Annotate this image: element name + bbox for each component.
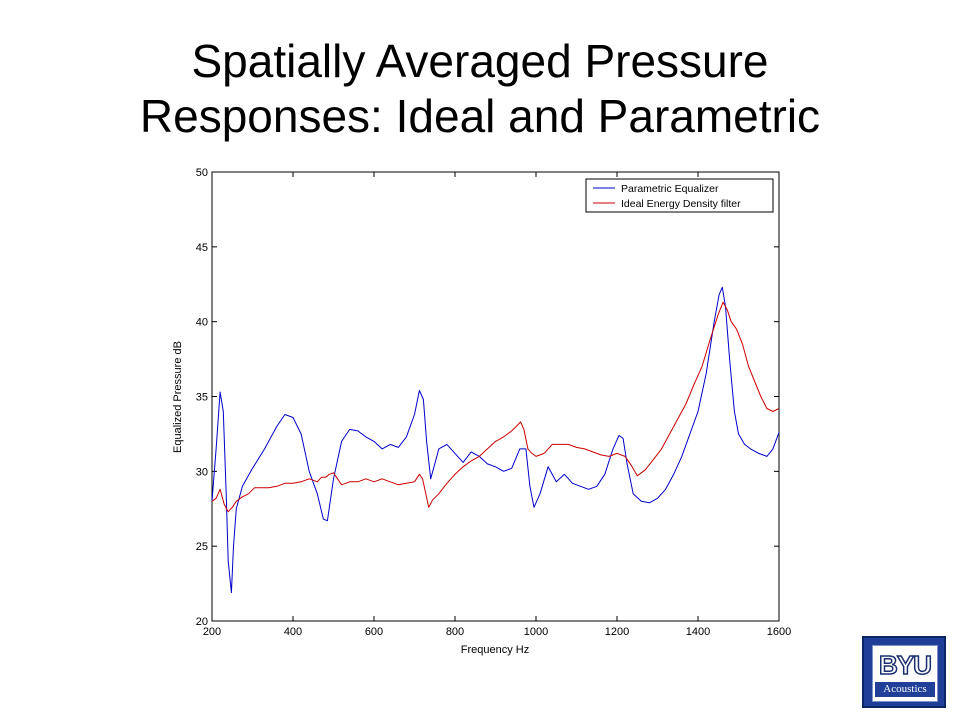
legend-label-parametric: Parametric Equalizer: [621, 183, 719, 195]
legend: Parametric Equalizer Ideal Energy Densit…: [585, 178, 774, 213]
series-line-parametric: [211, 286, 780, 594]
y-tick-label: 25: [196, 541, 208, 553]
x-tick-label: 400: [284, 626, 302, 638]
x-tick-label: 200: [203, 626, 221, 638]
logo-panel: BYU Acoustics: [872, 645, 938, 702]
x-tick-label: 1200: [605, 626, 629, 638]
logo-subtitle: Acoustics: [875, 682, 935, 697]
plot-area: [211, 171, 780, 622]
axis-ticks: 200 400 600 800 1000 1200 1400 1600 20 25 30 35 40 45…: [196, 167, 791, 638]
y-tick-label: 20: [196, 616, 208, 628]
slide-title: Spatially Averaged Pressure Responses: I…: [0, 34, 960, 144]
series-lines: [211, 286, 780, 594]
y-tick-label: 40: [196, 317, 208, 329]
y-tick-label: 45: [196, 242, 208, 254]
x-tick-label: 1400: [686, 626, 710, 638]
byu-acoustics-logo: BYU Acoustics: [862, 636, 946, 708]
legend-box: [585, 178, 774, 213]
y-axis-label: Equalized Pressure dB: [172, 341, 184, 453]
slide-title-line-2: Responses: Ideal and Parametric: [139, 90, 821, 142]
x-tick-label: 600: [365, 626, 383, 638]
legend-label-ideal: Ideal Energy Density filter: [621, 198, 741, 210]
logo-word: BYU: [878, 649, 932, 681]
y-tick-label: 30: [196, 466, 208, 478]
y-tick-label: 50: [196, 167, 208, 179]
series-line-ideal: [211, 301, 780, 513]
x-axis-label: Frequency Hz: [461, 644, 529, 656]
x-tick-label: 1000: [524, 626, 548, 638]
x-tick-label: 800: [446, 626, 464, 638]
slide-title-line-1: Spatially Averaged Pressure: [191, 35, 769, 87]
x-tick-label: 1600: [767, 626, 791, 638]
y-tick-label: 35: [196, 392, 208, 404]
